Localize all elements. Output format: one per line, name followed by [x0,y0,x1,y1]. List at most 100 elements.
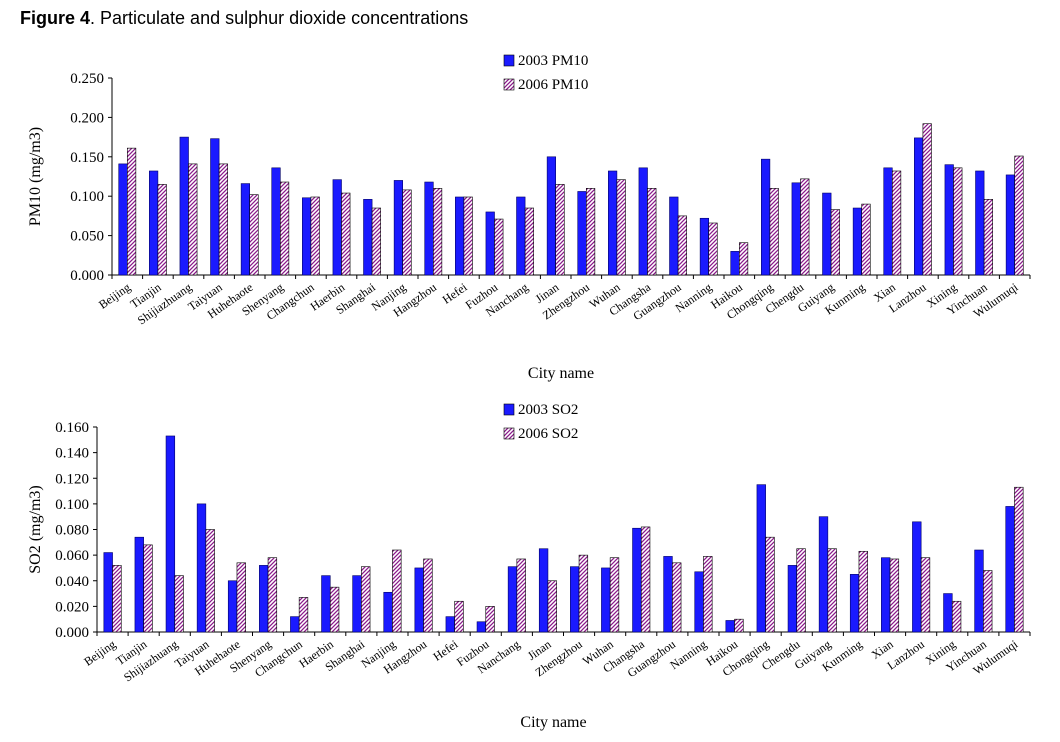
bar-a-shenyang [271,167,281,276]
bar-a-tianjin [149,170,159,276]
bar-b-chengdu [796,548,806,633]
bar-a-taiyuan [210,138,220,276]
bar-a-xining [943,593,953,633]
bar-b-nanjing [402,189,412,276]
bar-a-jinan [546,156,557,276]
bar-b-wulumuqi [1014,155,1024,276]
bar-b-nanning [708,222,718,276]
bar-a-huhehaote [240,183,251,276]
bar-b-nanjing [392,549,402,633]
bar-a-chongqing [756,484,766,633]
bar-b-nanning [703,556,713,633]
bar-a-lanzhou [914,137,924,276]
bar-b-wuhan [616,179,626,276]
bar-a-xining [944,164,954,276]
bar-b-changchun [298,597,309,633]
bar-a-kunming [849,574,860,633]
bar-b-xining [951,600,962,633]
bar-a-zhengzhou [577,191,587,276]
bar-b-xian [891,170,902,276]
y-tick-label: 0.080 [55,523,89,539]
bar-b-jinan [547,580,557,633]
bar-b-haerbin [329,586,340,633]
bar-b-jinan [555,184,565,276]
bar-b-chongqing [769,188,779,276]
y-tick-label: 0.060 [55,548,89,564]
bar-a-haerbin [321,575,331,633]
bar-a-fuzhou [476,621,487,633]
y-tick-label: 0.140 [55,446,89,462]
bar-a-changchun [290,616,300,633]
bar-b-xian [889,558,900,633]
bar-a-shenyang [259,565,269,633]
y-tick-label: 0.100 [55,497,89,513]
y-tick-label: 0.050 [70,229,104,245]
bar-b-shanghai [371,207,381,276]
y-axis-title: PM10 (mg/m3) [27,127,44,226]
figure-title: Figure 4. Particulate and sulphur dioxid… [20,8,468,29]
bar-a-guiyang [818,516,829,633]
bar-b-taiyuan [218,163,228,276]
bar-a-nanchang [507,566,518,633]
bar-b-changsha [647,188,657,276]
bar-a-shanghai [363,199,373,276]
bar-b-zhengzhou [585,188,596,276]
y-tick-label: 0.250 [70,71,104,87]
legend-swatch-a [503,403,515,416]
x-tick-label: Beijing [96,280,133,312]
y-tick-label: 0.000 [55,625,89,641]
bar-a-shijiazhuang [179,136,189,276]
bar-a-jinan [538,548,549,633]
bar-b-kunming [858,550,868,633]
bar-a-chengdu [791,182,801,276]
bar-a-guiyang [822,192,832,276]
bar-b-hefei [454,600,464,633]
so2-chart: 0.000 0.020 0.040 0.060 0.080 0.100 0.120 0.140… [27,402,1031,731]
bar-a-hangzhou [414,567,424,633]
bar-a-tianjin [134,536,144,633]
bar-b-taiyuan [205,529,215,633]
bar-a-nanning [694,571,704,633]
y-tick-label: 0.150 [70,150,104,166]
bar-a-beijing [118,163,128,276]
bar-b-yinchuan [983,199,993,276]
bar-b-tianjin [143,544,153,633]
bar-a-wulumuqi [1005,174,1016,276]
bar-b-guangzhou [677,215,687,276]
bar-b-shanghai [361,566,371,633]
bar-a-huhehaote [227,580,238,633]
bar-b-tianjin [157,184,167,276]
bar-a-guangzhou [669,196,679,276]
bar-a-changsha [632,527,642,633]
bar-b-haikou [738,242,749,276]
bar-b-shenyang [279,181,290,276]
bar-a-wuhan [601,567,611,633]
bar-a-xian [881,557,891,633]
bar-b-guiyang [827,548,837,633]
legend-swatch-b [503,78,515,91]
bar-b-zhengzhou [578,554,589,633]
bar-a-taiyuan [196,503,207,633]
bar-b-wulumuqi [1014,486,1024,633]
y-tick-label: 0.100 [70,189,104,205]
y-tick-label: 0.020 [55,599,89,615]
legend-label: 2006 SO2 [518,426,578,442]
bar-a-chengdu [787,565,798,633]
bar-b-haikou [734,618,744,633]
bar-b-nanchang [516,558,526,633]
x-tick-label: Beijing [81,637,118,669]
bar-b-xining [953,167,963,276]
bar-b-lanzhou [922,123,932,276]
bar-b-yinchuan [983,570,993,633]
bar-a-shanghai [352,575,362,633]
bar-a-changchun [302,197,312,276]
bar-b-hangzhou [432,188,443,276]
bar-b-chongqing [765,536,775,633]
bar-a-haikou [730,251,740,276]
figure-caption: . Particulate and sulphur dioxide concen… [90,8,469,28]
bar-a-nanjing [393,180,404,276]
bar-a-hangzhou [424,181,434,276]
bar-a-shijiazhuang [165,435,176,633]
bar-b-shijiazhuang [188,163,198,276]
bar-b-guangzhou [672,562,682,633]
